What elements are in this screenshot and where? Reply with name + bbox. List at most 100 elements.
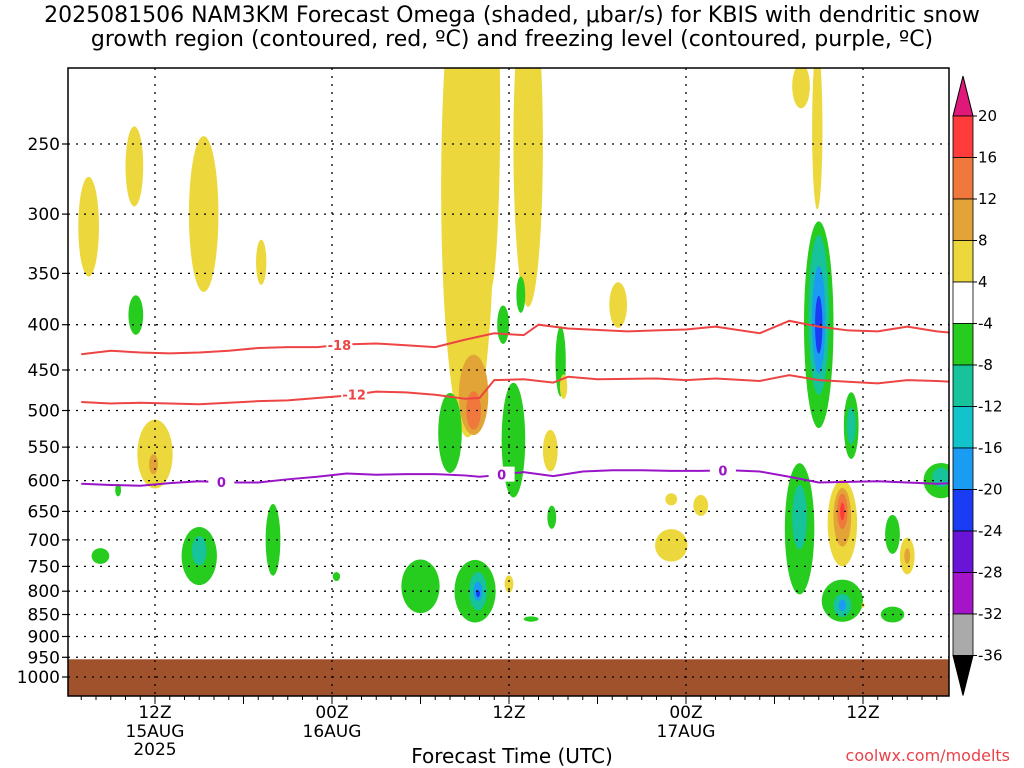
y-tick-label: 450 <box>28 361 60 381</box>
dgz-minus12-contour <box>81 374 949 406</box>
omega-cell <box>504 575 514 593</box>
omega-cell <box>401 559 440 614</box>
colorbar-label: -12 <box>978 398 1003 416</box>
x-tick-label: 12Z <box>138 703 171 723</box>
colorbar-label: -4 <box>978 315 993 333</box>
colorbar-label: -20 <box>978 481 1003 499</box>
y-tick-label: 1000 <box>17 668 60 688</box>
omega-shading <box>78 68 949 623</box>
x-axis-title: Forecast Time (UTC) <box>411 744 613 768</box>
omega-cell <box>128 295 144 335</box>
contour-label-bg <box>341 386 368 402</box>
contour-label: 0 <box>718 464 727 479</box>
omega-cell <box>792 68 810 109</box>
omega-cell <box>840 502 845 521</box>
x-tick-label: 00Z <box>669 703 702 723</box>
colorbar-swatch <box>952 157 974 200</box>
x-tick-date: 2025 <box>133 740 176 760</box>
colorbar-label: -28 <box>978 564 1003 582</box>
omega-cell <box>609 282 628 328</box>
omega-cell <box>466 391 481 430</box>
title-line-2: growth region (contoured, red, ºC) and f… <box>90 27 934 52</box>
x-tick-label: 12Z <box>492 703 525 723</box>
omega-cell <box>256 239 267 285</box>
omega-cell <box>149 454 158 475</box>
colorbar-swatch <box>952 281 974 324</box>
omega-cell <box>846 407 856 445</box>
y-tick-label: 500 <box>28 402 60 422</box>
colorbar-swatch <box>952 447 974 490</box>
colorbar-label: -8 <box>978 356 993 374</box>
omega-cell <box>655 529 688 562</box>
y-tick-label: 300 <box>28 205 60 225</box>
y-tick-label: 750 <box>28 557 60 577</box>
omega-cell <box>838 599 847 612</box>
omega-cell <box>479 68 501 291</box>
contour-label: -12 <box>342 389 366 404</box>
omega-cell <box>547 505 557 529</box>
colorbar-swatch <box>952 364 974 407</box>
contours: -18 -12 0 0 0 <box>81 319 949 491</box>
y-tick-label: 850 <box>28 606 60 626</box>
colorbar-swatch <box>952 115 974 158</box>
colorbar-swatch <box>952 323 974 366</box>
x-tick-date: 16AUG <box>303 722 362 742</box>
colorbar-bottom-arrow <box>952 655 974 696</box>
omega-cell <box>792 485 807 550</box>
colorbar-label: 16 <box>978 149 997 167</box>
colorbar-swatch <box>952 613 974 656</box>
dgz-minus18-contour <box>81 319 949 356</box>
contour-label: 0 <box>217 476 226 491</box>
x-tick-label: 00Z <box>315 703 348 723</box>
colorbar-swatch <box>952 198 974 241</box>
colorbar-swatch <box>952 572 974 615</box>
omega-cell <box>91 548 110 564</box>
omega-cell <box>885 514 900 554</box>
colorbar-label: 4 <box>978 273 988 291</box>
y-tick-label: 350 <box>28 264 60 284</box>
y-tick-label: 400 <box>28 316 60 336</box>
omega-cell <box>137 419 173 489</box>
colorbar-label: -36 <box>978 647 1003 665</box>
omega-cell <box>332 572 341 582</box>
contour-label-bg <box>326 337 353 353</box>
omega-cell <box>125 126 144 207</box>
colorbar-label: -32 <box>978 605 1003 623</box>
chart-title: 2025081506 NAM3KM Forecast Omega (shaded… <box>0 4 1024 52</box>
colorbar-swatch <box>952 406 974 449</box>
title-line-1: 2025081506 NAM3KM Forecast Omega (shaded… <box>44 3 980 28</box>
omega-cell <box>665 493 678 506</box>
y-tick-label: 650 <box>28 502 60 522</box>
colorbar-swatch <box>952 489 974 532</box>
y-tick-label: 700 <box>28 531 60 551</box>
colorbar-label: -16 <box>978 439 1003 457</box>
contour-label: 0 <box>497 469 506 484</box>
omega-cell <box>513 68 543 307</box>
y-tick-label: 550 <box>28 438 60 458</box>
y-tick-label: 250 <box>28 135 60 155</box>
colorbar-label: 8 <box>978 232 988 250</box>
omega-cell <box>438 392 462 473</box>
contour-label: -18 <box>328 339 352 354</box>
omega-cell <box>265 504 281 576</box>
omega-cell <box>188 136 219 293</box>
y-tick-label: 900 <box>28 627 60 647</box>
colorbar: 20 16 12 8 4 -4 -8 -12 -16 -20 -24 -28 -32 -36 <box>952 75 1003 696</box>
omega-cell <box>904 548 911 564</box>
colorbar-swatch <box>952 530 974 573</box>
omega-cell <box>932 467 949 488</box>
watermark-link[interactable]: coolwx.com/modelts <box>845 746 1010 765</box>
omega-cell <box>115 483 122 497</box>
contour-label-bg <box>488 466 515 482</box>
colorbar-swatch <box>952 240 974 283</box>
omega-cell <box>497 305 509 344</box>
omega-cell <box>815 295 823 354</box>
x-tick-label: 12Z <box>846 703 879 723</box>
omega-cell <box>191 536 207 566</box>
colorbar-label: 20 <box>978 107 997 125</box>
y-tick-label: 800 <box>28 582 60 602</box>
x-tick-date: 15AUG <box>126 722 185 742</box>
colorbar-top-arrow <box>952 75 974 117</box>
